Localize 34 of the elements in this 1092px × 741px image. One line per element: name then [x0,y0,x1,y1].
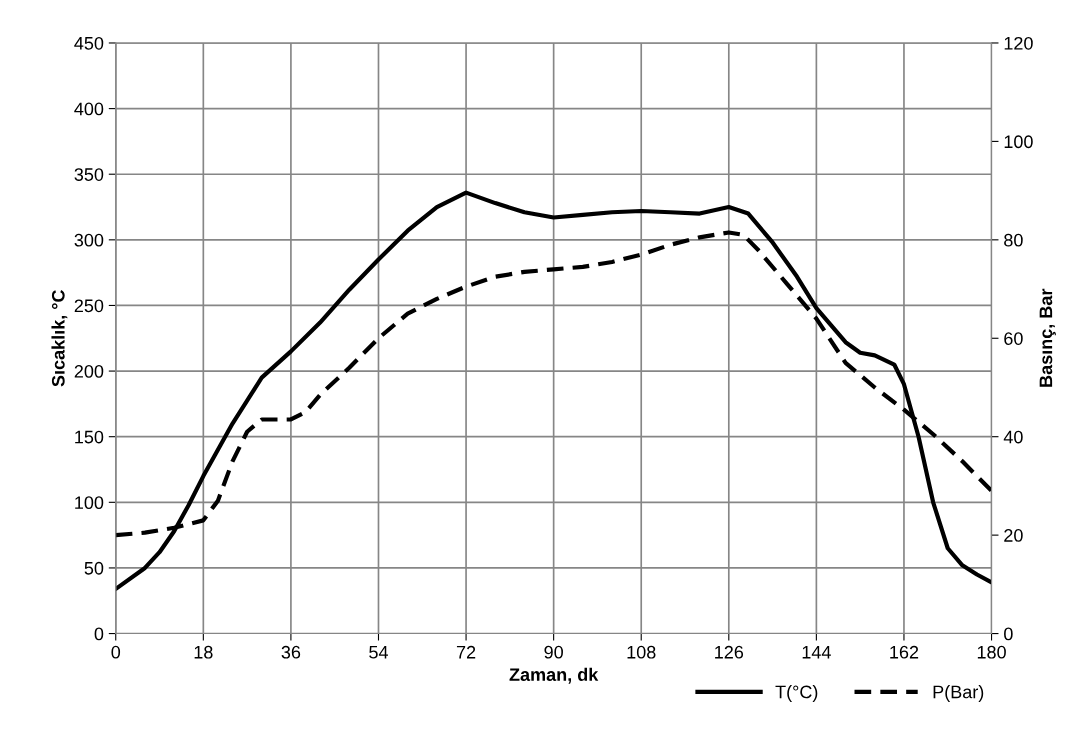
y2-axis-title: Basınç, Bar [1039,288,1056,387]
y-tick-label: 250 [74,299,104,313]
x-tick-label: 90 [544,645,563,659]
legend-label: T(°C) [775,685,818,702]
x-tick-label: 162 [890,645,919,659]
y-tick-label: 300 [74,233,104,247]
y-tick-label: 100 [75,496,104,510]
x-tick-label: 54 [369,646,388,659]
y2-tick-label: 120 [1004,36,1033,50]
x-tick-label: 18 [194,645,213,659]
x-tick-label: 126 [715,645,744,659]
x-tick-label: 0 [111,645,121,659]
y2-tick-label: 0 [1004,627,1013,641]
y-tick-label: 200 [74,365,104,378]
x-tick-label: 108 [627,645,656,659]
x-axis-title: Zaman, dk [509,667,599,684]
x-tick-label: 180 [977,645,1006,659]
y-axis-title: Sıcaklık, °C [51,289,68,387]
line-series [115,190,992,592]
y-tick-label: 400 [74,102,104,116]
y2-tick-label: 100 [1004,135,1033,149]
y2-tick-label: 60 [1004,332,1023,345]
x-tick-label: 72 [456,645,476,659]
x-tick-label: 144 [802,646,831,659]
y-tick-label: 50 [84,561,104,575]
y-tick-label: 350 [74,168,104,181]
y2-tick-label: 20 [1004,529,1023,542]
x-tick-label: 36 [281,645,301,659]
legend-label: P(Bar) [933,685,984,702]
y-tick-label: 450 [74,36,104,50]
y2-tick-label: 40 [1003,430,1023,444]
y-tick-label: 0 [94,627,104,641]
y2-tick-label: 80 [1004,233,1023,247]
y-tick-label: 150 [75,430,104,444]
